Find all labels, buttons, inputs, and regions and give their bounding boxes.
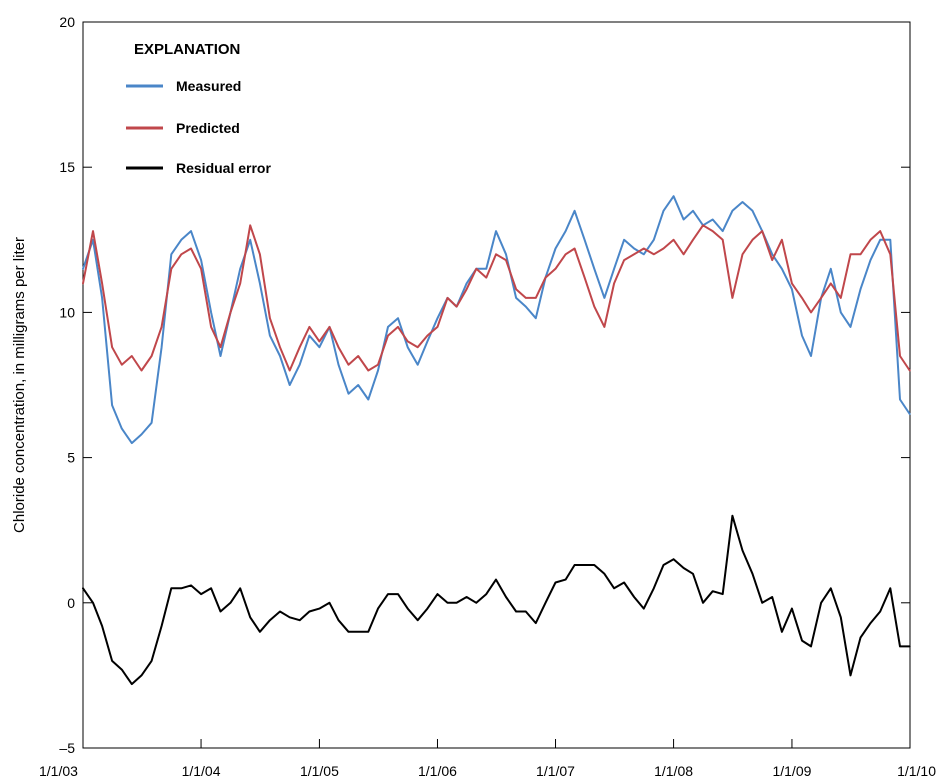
legend-title: EXPLANATION: [134, 41, 240, 58]
series-line-measured: [82, 195, 911, 445]
x-tick-label: 1/1/09: [772, 763, 811, 779]
x-tick-label: 1/1/10: [897, 763, 936, 779]
plot-frame: [82, 21, 911, 749]
x-tick-label: 1/1/05: [300, 763, 339, 779]
x-tick-label: 1/1/04: [182, 763, 221, 779]
ticks-layer: –5 0 5 10 15 20 1/1/03 1/1/04 1/1/05 1/1/06 1/1/07…: [39, 14, 936, 779]
series-line-residual-error: [82, 514, 911, 686]
series-layer: [82, 195, 911, 686]
y-tick-label: 15: [59, 159, 75, 175]
x-tick-label: 1/1/07: [536, 763, 575, 779]
x-tick-label: 1/1/08: [654, 763, 693, 779]
legend-label-residual-error: Residual error: [176, 160, 271, 176]
y-tick-label: 5: [67, 450, 75, 466]
y-tick-label: 20: [59, 14, 75, 30]
legend-label-predicted: Predicted: [176, 120, 240, 136]
y-tick-label: 0: [67, 595, 75, 611]
y-tick-label: 10: [59, 304, 75, 320]
legend-label-measured: Measured: [176, 78, 241, 94]
x-tick-label: 1/1/03: [39, 763, 78, 779]
series-line-predicted: [82, 224, 911, 372]
y-axis-label: Chloride concentration, in milligrams pe…: [11, 237, 28, 533]
legend: EXPLANATION Measured Predicted Residual …: [126, 41, 271, 176]
x-tick-label: 1/1/06: [418, 763, 457, 779]
y-tick-label: –5: [59, 740, 75, 756]
